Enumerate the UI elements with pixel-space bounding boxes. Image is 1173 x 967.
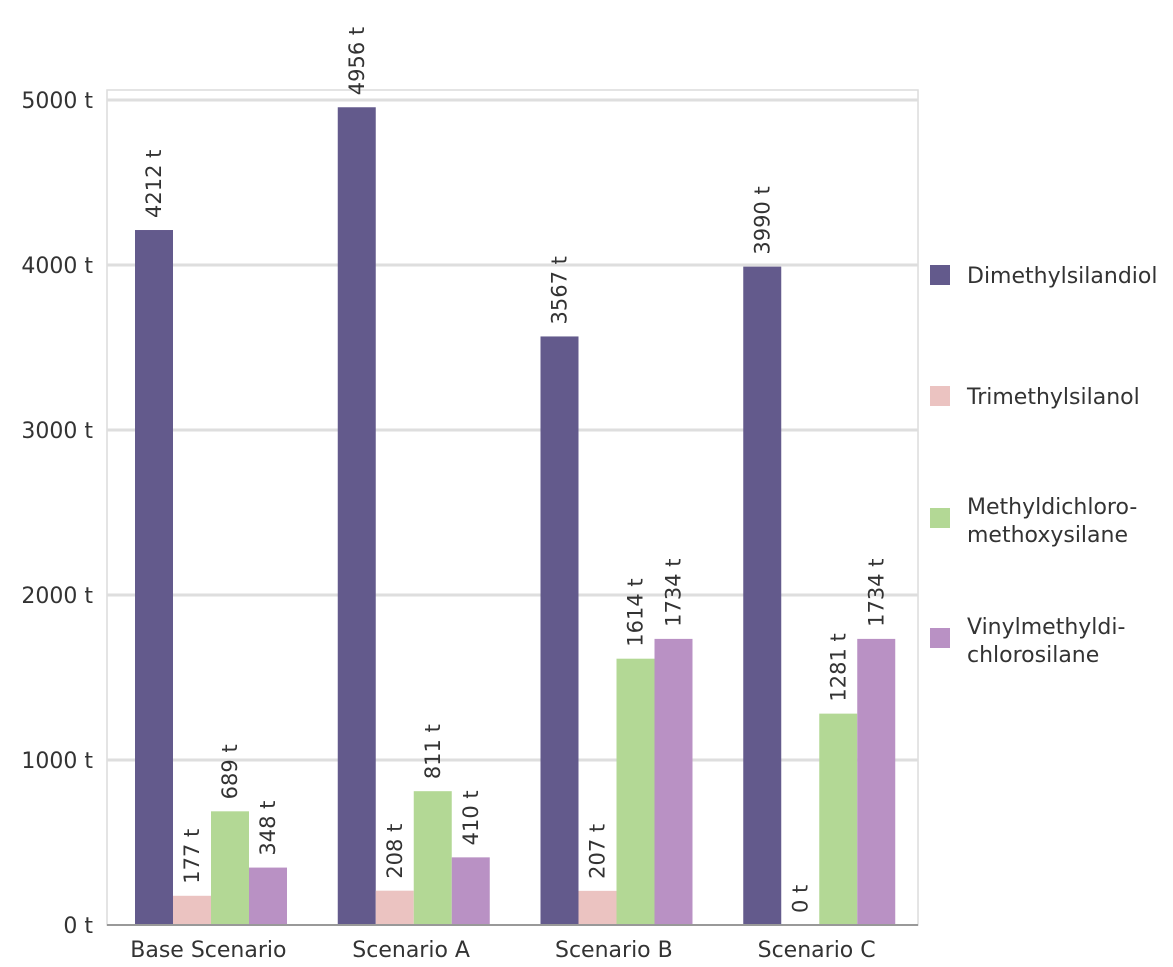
legend-label: Methyldichloro-methoxysilane bbox=[967, 495, 1137, 548]
y-tick-label: 0 t bbox=[63, 914, 93, 939]
y-tick-label: 2000 t bbox=[21, 584, 93, 609]
legend-swatch bbox=[930, 265, 950, 285]
x-tick-label: Scenario B bbox=[555, 938, 673, 963]
data-label: 208 t bbox=[383, 824, 407, 879]
y-tick-label: 1000 t bbox=[21, 749, 93, 774]
data-label: 3990 t bbox=[750, 186, 774, 254]
bar bbox=[857, 638, 896, 925]
legend-label: Dimethylsilandiol bbox=[967, 264, 1157, 289]
legend-swatch bbox=[930, 508, 950, 528]
data-labels-layer: 4212 t 177 t 689 t 348 t 4956 t 208 t 811 t 410… bbox=[142, 27, 888, 913]
bar bbox=[211, 811, 249, 925]
bar bbox=[337, 107, 376, 925]
data-label: 689 t bbox=[218, 744, 242, 799]
bar bbox=[743, 266, 782, 925]
legend-label-line: Vinylmethyldi- bbox=[967, 615, 1125, 640]
data-label: 1281 t bbox=[826, 633, 850, 701]
data-label: 410 t bbox=[459, 790, 483, 845]
data-label: 0 t bbox=[788, 885, 812, 913]
data-label: 3567 t bbox=[548, 256, 572, 324]
x-tick-label: Scenario A bbox=[352, 938, 470, 963]
bar bbox=[173, 895, 211, 925]
legend-label: Vinylmethyldi-chlorosilane bbox=[967, 615, 1125, 668]
data-label: 1614 t bbox=[624, 578, 648, 646]
legend-swatch bbox=[930, 386, 950, 406]
legend: Dimethylsilandiol Trimethylsilanol Methyld… bbox=[930, 264, 1157, 668]
data-label: 4212 t bbox=[142, 150, 166, 218]
legend-label-line: chlorosilane bbox=[967, 643, 1099, 668]
bar bbox=[135, 230, 173, 925]
y-tick-label: 4000 t bbox=[21, 254, 93, 279]
bar bbox=[249, 867, 287, 925]
y-tick-label: 3000 t bbox=[21, 419, 93, 444]
legend-swatch bbox=[930, 628, 950, 648]
data-label: 4956 t bbox=[345, 27, 369, 95]
data-label: 348 t bbox=[256, 801, 280, 856]
bar bbox=[413, 791, 452, 925]
data-label: 1734 t bbox=[662, 559, 686, 627]
y-tick-label: 5000 t bbox=[21, 89, 93, 114]
data-label: 177 t bbox=[180, 829, 204, 884]
x-tick-label: Scenario C bbox=[758, 938, 876, 963]
bar bbox=[616, 658, 655, 925]
x-tick-label: Base Scenario bbox=[130, 938, 286, 963]
bar bbox=[375, 890, 414, 925]
legend-label: Trimethylsilanol bbox=[966, 385, 1140, 410]
bars-layer bbox=[135, 107, 896, 925]
data-label: 1734 t bbox=[864, 559, 888, 627]
data-label: 207 t bbox=[586, 824, 610, 879]
axis-layer: 0 t 1000 t 2000 t 3000 t 4000 t 5000 t Base Sc… bbox=[21, 89, 918, 963]
bar bbox=[451, 857, 490, 925]
bar bbox=[819, 713, 858, 925]
legend-label-line: methoxysilane bbox=[967, 523, 1128, 548]
bar bbox=[578, 890, 617, 925]
legend-label-line: Methyldichloro- bbox=[967, 495, 1137, 520]
bar bbox=[540, 336, 579, 925]
data-label: 811 t bbox=[421, 724, 445, 779]
bar bbox=[654, 638, 693, 925]
